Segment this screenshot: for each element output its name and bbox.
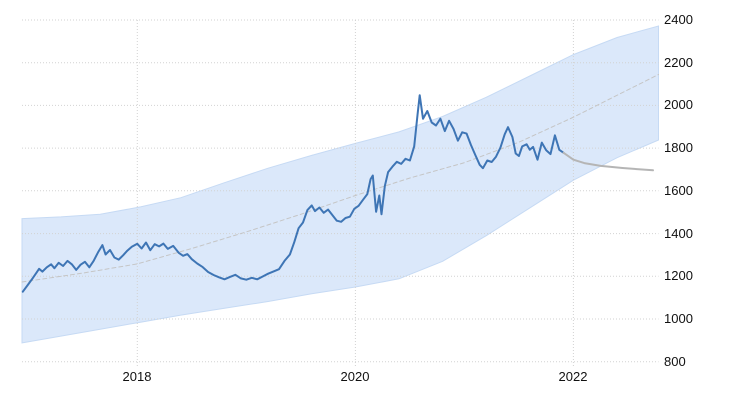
x-axis-label: 2022 [558,369,588,384]
trend-centerline-line [21,74,659,283]
y-axis-label: 1800 [664,140,693,155]
y-axis-label: 800 [664,354,686,369]
x-axis-label: 2020 [340,369,370,384]
y-axis-label: 1600 [664,183,693,198]
y-axis-label: 1000 [664,311,693,326]
y-axis-label: 2000 [664,97,693,112]
historical-price-line [21,94,565,293]
y-axis-label: 1400 [664,226,693,241]
y-axis-label: 1200 [664,268,693,283]
y-axis-label: 2400 [664,12,693,27]
confidence-band [21,25,659,344]
y-axis-label: 2200 [664,55,693,70]
forecast-line [562,151,654,172]
x-axis-label: 2018 [122,369,152,384]
